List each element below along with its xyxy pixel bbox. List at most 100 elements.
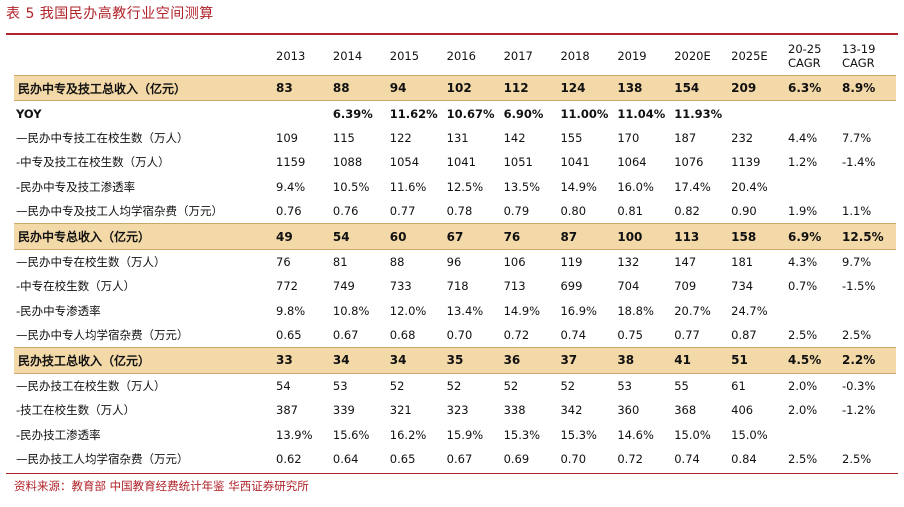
cagr-cell: 2.0%	[788, 403, 818, 418]
cagr-cell	[842, 299, 896, 323]
value-cell: 9.4%	[276, 179, 306, 194]
row-label: 民办中专及技工总收入（亿元）	[14, 75, 276, 101]
value-cell: 67	[446, 223, 504, 250]
value-cell: 360	[617, 403, 640, 418]
cagr-cell: 4.5%	[788, 347, 843, 374]
value-cell: 0.74	[674, 452, 700, 467]
value-cell: 0.78	[446, 204, 473, 219]
value-cell: 709	[674, 279, 697, 294]
value-cell: 1051	[503, 155, 533, 170]
value-cell: 0.77	[674, 328, 700, 343]
header-cagr-2020-2025: 20-25 CAGR	[788, 37, 842, 76]
cagr-cell: 8.9%	[842, 75, 897, 101]
value-cell: 0.62	[276, 452, 302, 467]
value-cell: 102	[446, 75, 504, 101]
value-cell: 18.8%	[617, 303, 654, 318]
value-cell: 158	[731, 223, 789, 250]
row-label: 民办中专总收入（亿元）	[14, 223, 276, 250]
cagr-cell: 9.7%	[842, 254, 872, 269]
value-cell: 61	[731, 378, 746, 393]
row-label: YOY	[16, 106, 42, 121]
value-cell: 14.6%	[617, 427, 654, 442]
value-cell: 106	[503, 254, 526, 269]
value-cell: 0.65	[276, 328, 302, 343]
value-cell: 112	[503, 75, 561, 101]
row-label: —民办中专及技工人均学宿杂费（万元）	[16, 204, 223, 219]
value-cell: 16.9%	[560, 303, 597, 318]
table-row: -技工在校生数（万人） 387 339 321 323 338 342 360 368 406 2.…	[14, 398, 896, 422]
value-cell: 131	[446, 130, 469, 145]
value-cell: 11.6%	[389, 179, 427, 194]
value-cell: 0.77	[389, 204, 416, 219]
header-year: 2013	[276, 49, 306, 63]
value-cell: 10.67%	[446, 106, 495, 121]
value-cell: 1139	[731, 155, 761, 170]
header-year: 2014	[332, 49, 363, 63]
value-cell	[731, 101, 788, 126]
header-year: 2015	[389, 49, 420, 63]
header-year: 2017	[503, 49, 533, 63]
row-label: —民办中专技工在校生数（万人）	[16, 130, 189, 145]
row-label: -民办中专及技工渗透率	[16, 179, 136, 194]
table-row-total: 民办中专总收入（亿元） 49 54 60 67 76 87 100 113 158 6.9% 12.5…	[14, 223, 897, 250]
value-cell: 1159	[276, 155, 306, 170]
value-cell: 0.67	[446, 452, 473, 467]
value-cell: 323	[446, 403, 469, 418]
value-cell: 1088	[332, 155, 363, 170]
value-cell: 109	[276, 130, 298, 145]
value-cell: 342	[560, 403, 583, 418]
value-cell: 49	[276, 223, 333, 250]
table-row: —民办技工人均学宿杂费（万元） 0.62 0.64 0.65 0.67 0.69 0.70 0…	[14, 447, 896, 471]
value-cell: 20.4%	[731, 179, 768, 194]
value-cell: 338	[503, 403, 526, 418]
value-cell: 154	[674, 75, 732, 101]
value-cell: 0.72	[617, 452, 643, 467]
row-label: —民办技工在校生数（万人）	[16, 378, 166, 393]
header-year: 2020E	[674, 49, 711, 63]
value-cell: 0.64	[332, 452, 359, 467]
value-cell: 0.90	[731, 204, 757, 219]
row-label: -技工在校生数（万人）	[16, 403, 136, 418]
value-cell: 0.70	[446, 328, 473, 343]
value-cell: 94	[389, 75, 447, 101]
value-cell: 24.7%	[731, 303, 768, 318]
value-cell: 11.93%	[674, 106, 723, 121]
cagr-cell: 2.0%	[788, 378, 818, 393]
value-cell: 34	[389, 347, 447, 374]
value-cell: 53	[332, 378, 348, 393]
header-row: 2013 2014 2015 2016 2017 2018 2019 2020E…	[14, 37, 896, 76]
value-cell: 0.80	[560, 204, 587, 219]
value-cell: 187	[674, 130, 697, 145]
value-cell: 155	[560, 130, 583, 145]
value-cell: 55	[674, 378, 689, 393]
table-row: —民办中专在校生数（万人） 76 81 88 96 106 119 132 147 181 4.3%…	[14, 249, 896, 274]
value-cell: 734	[731, 279, 754, 294]
value-cell: 54	[332, 223, 390, 250]
cagr-cell: 2.5%	[788, 452, 818, 467]
value-cell: 699	[560, 279, 583, 294]
value-cell: 704	[617, 279, 640, 294]
value-cell: 41	[674, 347, 732, 374]
value-cell: 0.68	[389, 328, 416, 343]
cagr-cell: -1.2%	[842, 403, 876, 418]
cagr-cell: 2.5%	[842, 452, 872, 467]
value-cell: 11.04%	[617, 106, 666, 121]
table-row: —民办中专及技工人均学宿杂费（万元） 0.76 0.76 0.77 0.78 0.79 0.…	[14, 199, 896, 224]
row-label: -中专在校生数（万人）	[16, 279, 136, 294]
value-cell: 387	[276, 403, 298, 418]
value-cell: 1041	[446, 155, 476, 170]
value-cell: 147	[674, 254, 697, 269]
header-label-cell	[14, 37, 276, 76]
value-cell: 0.65	[389, 452, 416, 467]
value-cell: 60	[389, 223, 447, 250]
cagr-cell: 6.9%	[788, 223, 843, 250]
value-cell: 17.4%	[674, 179, 711, 194]
value-cell: 209	[731, 75, 789, 101]
value-cell: 1076	[674, 155, 704, 170]
cagr-cell	[842, 422, 896, 446]
header-cagr-range: 20-25	[788, 42, 822, 56]
value-cell: 15.9%	[446, 427, 484, 442]
value-cell: 83	[276, 75, 333, 101]
value-cell: 88	[389, 254, 405, 269]
table-title: 表 5 我国民办高教行业空间测算	[6, 6, 214, 22]
